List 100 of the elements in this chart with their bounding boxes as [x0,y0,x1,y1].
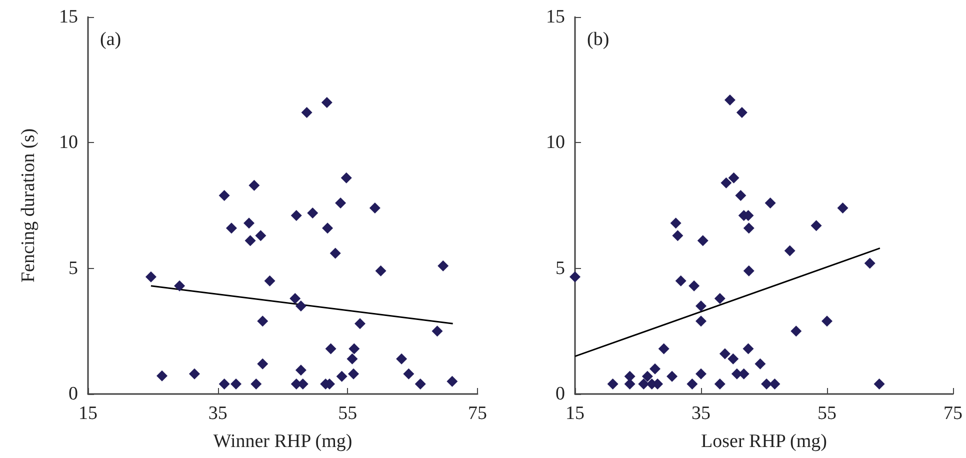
point [764,197,776,208]
point [720,177,732,188]
point [784,245,796,256]
y-tick-label: 10 [546,132,565,154]
point [321,96,332,108]
point [226,222,237,234]
point [874,378,885,390]
annotation: (b) [587,29,610,50]
point [348,368,360,380]
point [658,343,670,354]
point [174,280,186,292]
point [728,172,740,184]
point [728,353,739,364]
point [742,343,754,354]
point [156,370,168,382]
point [638,378,650,390]
point [255,230,266,242]
point [322,222,334,234]
point [822,316,832,327]
y-tick-label: 5 [68,258,78,279]
point [354,318,366,330]
point [675,275,686,286]
x-tick-label: 55 [338,403,358,424]
point [446,376,458,387]
point [330,248,341,259]
point [761,378,772,390]
point [670,218,682,229]
point [624,370,636,382]
x-axis-title: Loser RHP (mg) [701,431,827,452]
point [688,280,700,292]
point [666,370,678,382]
point [307,208,318,219]
point [244,235,256,246]
y-tick-label: 0 [556,384,565,404]
point [290,210,302,222]
point [188,368,200,380]
point [250,378,262,390]
point [325,343,336,354]
x-axis-title: Winner RHP (mg) [213,431,352,452]
point [218,190,230,201]
point [743,265,754,276]
point [743,222,754,234]
y-tick-label: 5 [556,258,565,279]
point [697,235,708,246]
point [696,300,706,312]
x-tick-label: 35 [692,403,710,424]
point [837,202,848,214]
point [686,378,698,390]
point [719,348,730,360]
point [769,378,780,390]
point [145,271,156,282]
point [696,368,706,380]
point [336,370,348,382]
point [432,326,443,337]
point [230,378,242,390]
point [396,353,408,364]
point [218,378,230,390]
point [724,94,736,106]
point [714,378,726,390]
point [414,378,426,390]
point [257,316,268,327]
point [301,107,312,118]
y-tick-label: 15 [546,6,565,28]
point [672,230,684,242]
point [295,364,306,376]
point [570,271,580,282]
point [864,258,876,269]
annotation: (a) [100,29,122,50]
point [642,370,653,382]
point [295,300,306,312]
x-tick-label: 75 [468,403,487,424]
point [714,292,726,304]
x-tick-label: 55 [818,403,836,424]
point [340,172,352,184]
point [403,368,414,380]
point [264,275,276,286]
point [790,326,802,337]
x-tick-label: 75 [944,403,962,424]
point [346,353,358,364]
point [348,343,360,354]
point [754,358,766,370]
point [735,190,746,201]
point [696,316,706,327]
y-tick-label: 15 [59,6,78,28]
point [257,358,268,370]
point [335,197,346,208]
y-tick-label: 0 [68,384,78,404]
point [248,180,260,191]
point [736,107,748,118]
point [290,292,301,304]
point [650,363,661,374]
point [375,265,386,276]
y-tick-label: 10 [59,132,78,154]
point [243,218,254,229]
point [607,378,618,390]
point [810,220,822,232]
y-axis-title: Fencing duration (s) [18,128,39,283]
point [438,260,449,272]
point [369,202,380,214]
x-tick-label: 35 [208,403,228,424]
